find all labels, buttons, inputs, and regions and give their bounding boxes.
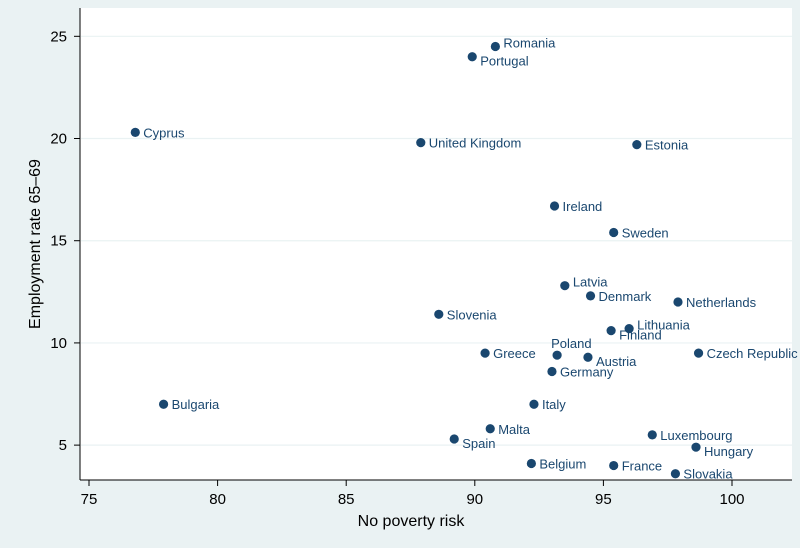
point-lithuania [624, 324, 634, 334]
point-label-belgium: Belgium [539, 457, 586, 472]
point-label-czech-republic: Czech Republic [707, 346, 799, 361]
point-czech-republic [693, 348, 704, 358]
point-label-luxembourg: Luxembourg [660, 428, 732, 443]
point-label-cyprus: Cyprus [143, 125, 185, 140]
x-tick-label: 75 [81, 491, 98, 508]
point-label-lithuania: Lithuania [637, 318, 691, 333]
point-greece [480, 348, 490, 358]
x-tick-label: 90 [466, 491, 483, 508]
point-belgium [526, 458, 536, 469]
y-tick-label: 25 [50, 28, 67, 45]
point-germany [547, 366, 557, 377]
point-label-spain: Spain [462, 436, 495, 451]
point-label-austria: Austria [596, 354, 637, 369]
point-france [609, 460, 619, 471]
point-label-sweden: Sweden [622, 226, 669, 241]
point-hungary [691, 442, 701, 452]
point-label-malta: Malta [498, 422, 531, 437]
point-label-netherlands: Netherlands [686, 295, 757, 310]
point-austria [583, 352, 593, 362]
point-portugal [467, 52, 477, 62]
point-label-greece: Greece [493, 346, 536, 361]
point-latvia [560, 281, 570, 291]
point-label-portugal: Portugal [480, 54, 529, 69]
y-tick-label: 5 [59, 437, 67, 454]
point-label-estonia: Estonia [645, 138, 689, 153]
point-ireland [549, 201, 560, 211]
point-label-germany: Germany [560, 365, 614, 380]
data-points: Romania Portugal Cyprus United Kingdom Eston… [130, 36, 799, 482]
point-spain [449, 434, 459, 444]
point-label-france: France [622, 459, 662, 474]
point-malta [485, 424, 495, 434]
point-label-slovakia: Slovakia [683, 467, 733, 482]
x-axis-ticks: 75 80 85 90 95 100 [81, 480, 745, 508]
plot-area [80, 8, 792, 480]
y-tick-label: 20 [50, 131, 67, 148]
point-label-finland: Finland [619, 328, 662, 343]
point-label-slovenia: Slovenia [447, 307, 498, 322]
point-italy [529, 399, 539, 409]
point-label-united-kingdom: United Kingdom [429, 136, 521, 151]
gridlines [81, 35, 792, 446]
point-netherlands [673, 297, 683, 307]
point-label-latvia: Latvia [573, 275, 608, 290]
x-tick-label: 85 [338, 491, 355, 508]
point-slovakia [670, 469, 681, 479]
point-poland [552, 350, 562, 360]
x-tick-label: 80 [209, 491, 226, 508]
point-label-ireland: Ireland [563, 199, 603, 214]
y-axis-label: Employment rate 65–69 [27, 159, 44, 329]
point-romania [490, 41, 500, 52]
point-cyprus [130, 127, 140, 137]
point-estonia [632, 140, 642, 150]
point-bulgaria [158, 399, 169, 409]
point-label-denmark: Denmark [599, 289, 652, 304]
point-label-italy: Italy [542, 397, 566, 412]
point-sweden [609, 227, 619, 238]
point-slovenia [434, 309, 444, 319]
point-denmark [585, 291, 596, 301]
x-tick-label: 95 [595, 491, 612, 508]
point-finland [606, 326, 616, 336]
y-tick-label: 15 [50, 233, 67, 250]
y-tick-label: 10 [50, 335, 67, 352]
point-label-poland: Poland [551, 336, 591, 351]
y-axis-ticks: 5 10 15 20 25 [50, 28, 80, 454]
x-axis-label: No poverty risk [358, 513, 466, 530]
point-label-hungary: Hungary [704, 444, 754, 459]
point-label-romania: Romania [503, 36, 556, 51]
point-united-kingdom [416, 137, 426, 148]
point-label-bulgaria: Bulgaria [172, 397, 220, 412]
x-tick-label: 100 [719, 491, 744, 508]
point-luxembourg [647, 430, 657, 440]
